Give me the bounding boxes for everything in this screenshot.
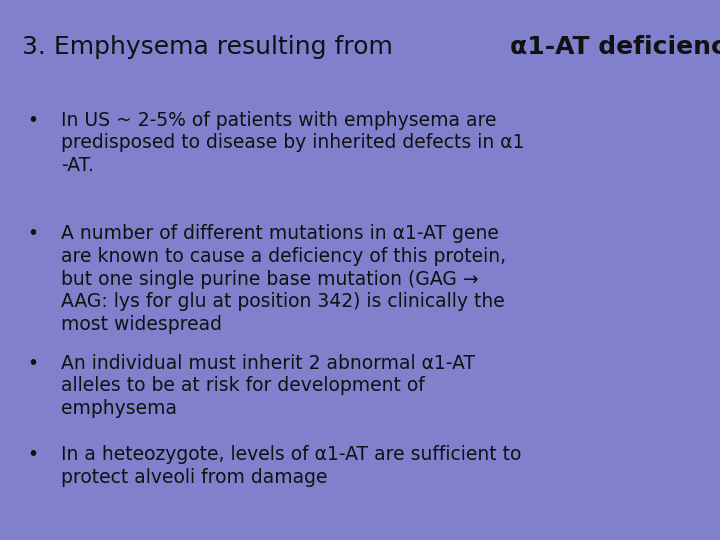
Text: •: • bbox=[27, 111, 38, 130]
Text: •: • bbox=[27, 354, 38, 373]
Text: •: • bbox=[27, 224, 38, 243]
Text: A number of different mutations in α1-AT gene
are known to cause a deficiency of: A number of different mutations in α1-AT… bbox=[61, 224, 506, 334]
Text: An individual must inherit 2 abnormal α1-AT
alleles to be at risk for developmen: An individual must inherit 2 abnormal α1… bbox=[61, 354, 475, 418]
Text: In a heteozygote, levels of α1-AT are sufficient to
protect alveoli from damage: In a heteozygote, levels of α1-AT are su… bbox=[61, 446, 521, 487]
Text: 3. Emphysema resulting from: 3. Emphysema resulting from bbox=[22, 35, 400, 59]
Text: •: • bbox=[27, 446, 38, 464]
Text: In US ~ 2-5% of patients with emphysema are
predisposed to disease by inherited : In US ~ 2-5% of patients with emphysema … bbox=[61, 111, 525, 175]
Text: α1-AT deficiency: α1-AT deficiency bbox=[510, 35, 720, 59]
